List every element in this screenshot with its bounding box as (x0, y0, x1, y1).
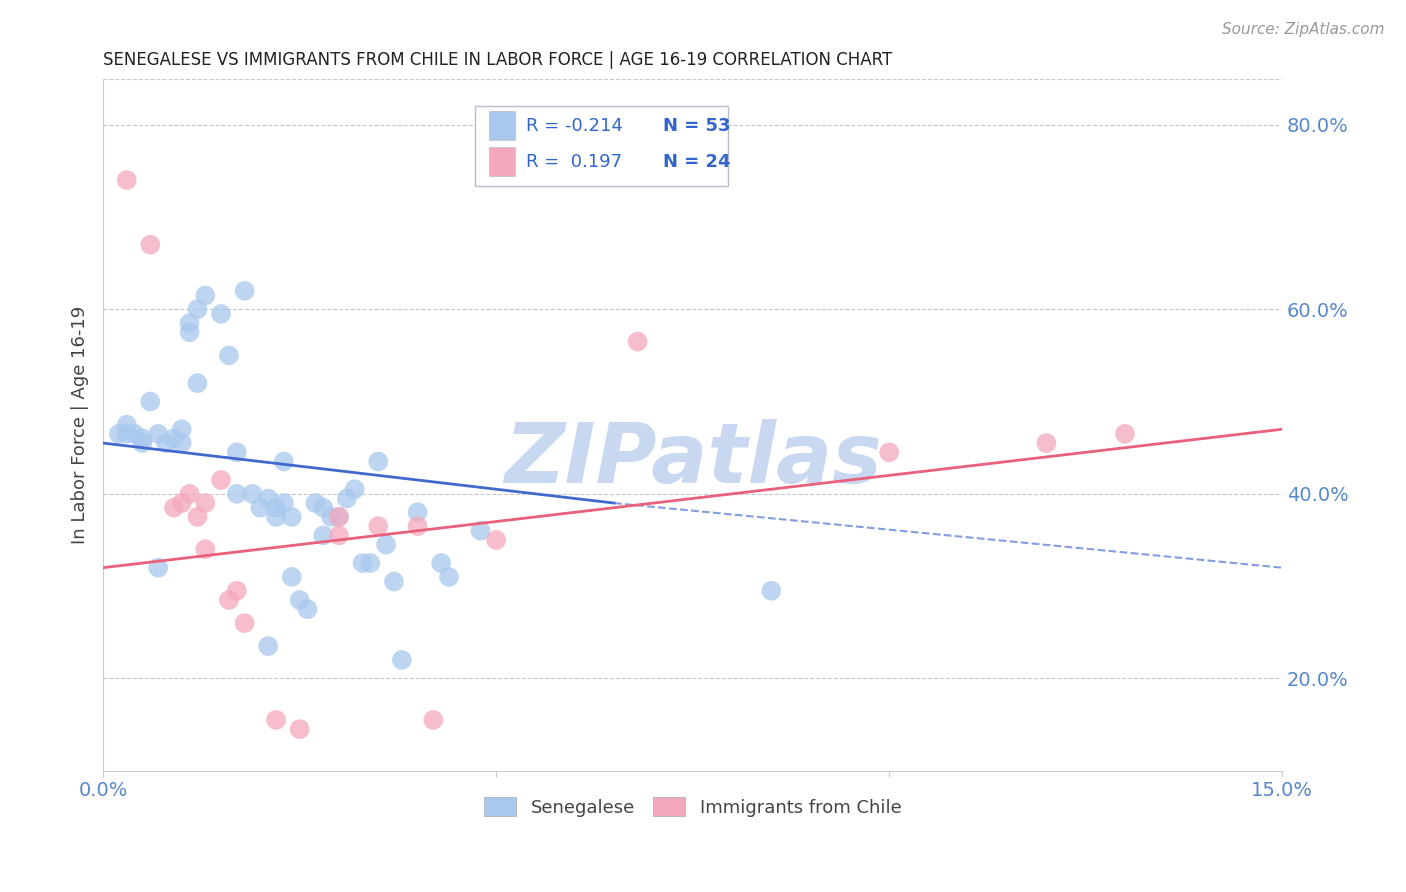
Point (257, 491, 280, 506)
Point (328, 509, 350, 524)
FancyBboxPatch shape (475, 106, 728, 186)
Point (281, 509, 304, 524)
Point (375, 538, 398, 552)
Point (139, 237, 162, 252)
Point (761, 583, 783, 598)
Text: Source: ZipAtlas.com: Source: ZipAtlas.com (1222, 22, 1385, 37)
Point (359, 556, 381, 570)
Point (288, 593, 311, 607)
Point (233, 284, 256, 298)
Point (470, 524, 492, 538)
Point (877, 445, 900, 459)
Point (170, 422, 193, 436)
Point (406, 505, 429, 519)
Point (115, 173, 138, 187)
Point (273, 454, 295, 468)
Point (115, 426, 138, 441)
Point (155, 436, 177, 450)
Text: N = 53: N = 53 (664, 117, 731, 135)
Point (186, 302, 208, 317)
Text: R =  0.197: R = 0.197 (526, 153, 623, 170)
Text: ZIPatlas: ZIPatlas (503, 418, 882, 500)
Y-axis label: In Labor Force | Age 16-19: In Labor Force | Age 16-19 (72, 305, 89, 544)
Point (297, 602, 319, 616)
Point (179, 316, 201, 330)
Text: SENEGALESE VS IMMIGRANTS FROM CHILE IN LABOR FORCE | AGE 16-19 CORRELATION CHART: SENEGALESE VS IMMIGRANTS FROM CHILE IN L… (103, 51, 893, 69)
Point (131, 436, 153, 450)
Point (146, 560, 169, 574)
Point (179, 326, 201, 340)
Point (194, 288, 217, 302)
Point (170, 496, 193, 510)
Point (391, 653, 413, 667)
Point (1035, 436, 1057, 450)
Point (328, 509, 350, 524)
Point (108, 426, 131, 441)
Point (336, 491, 359, 506)
Point (186, 376, 208, 390)
Point (233, 615, 256, 630)
Point (264, 713, 287, 727)
Point (437, 570, 460, 584)
Point (264, 509, 287, 524)
Text: R = -0.214: R = -0.214 (526, 117, 623, 135)
Point (131, 432, 153, 446)
Point (249, 500, 271, 515)
Point (382, 574, 405, 589)
Point (209, 307, 232, 321)
Legend: Senegalese, Immigrants from Chile: Senegalese, Immigrants from Chile (477, 790, 908, 824)
Point (367, 454, 389, 468)
Point (1114, 426, 1136, 441)
Point (194, 496, 217, 510)
Point (209, 473, 232, 487)
Point (218, 593, 240, 607)
Point (170, 436, 193, 450)
Point (264, 500, 287, 515)
Point (485, 533, 508, 547)
Point (139, 394, 162, 409)
Point (422, 713, 444, 727)
Point (242, 487, 264, 501)
Point (281, 570, 304, 584)
Point (146, 426, 169, 441)
Point (319, 509, 342, 524)
Point (312, 528, 335, 542)
Point (225, 445, 247, 459)
Bar (489, 147, 515, 177)
Point (194, 542, 217, 557)
Point (225, 487, 247, 501)
Point (430, 556, 453, 570)
Text: N = 24: N = 24 (664, 153, 731, 170)
Point (257, 639, 280, 653)
Point (163, 500, 186, 515)
Point (367, 519, 389, 533)
Point (163, 432, 186, 446)
Point (312, 500, 335, 515)
Point (304, 496, 326, 510)
Point (115, 417, 138, 432)
Point (328, 528, 350, 542)
Point (179, 487, 201, 501)
Point (343, 482, 366, 496)
Point (124, 426, 146, 441)
Bar (489, 112, 515, 140)
Point (352, 556, 374, 570)
Point (218, 348, 240, 362)
Point (225, 583, 247, 598)
Point (406, 519, 429, 533)
Point (273, 496, 295, 510)
Point (186, 509, 208, 524)
Point (627, 334, 650, 349)
Point (288, 722, 311, 736)
